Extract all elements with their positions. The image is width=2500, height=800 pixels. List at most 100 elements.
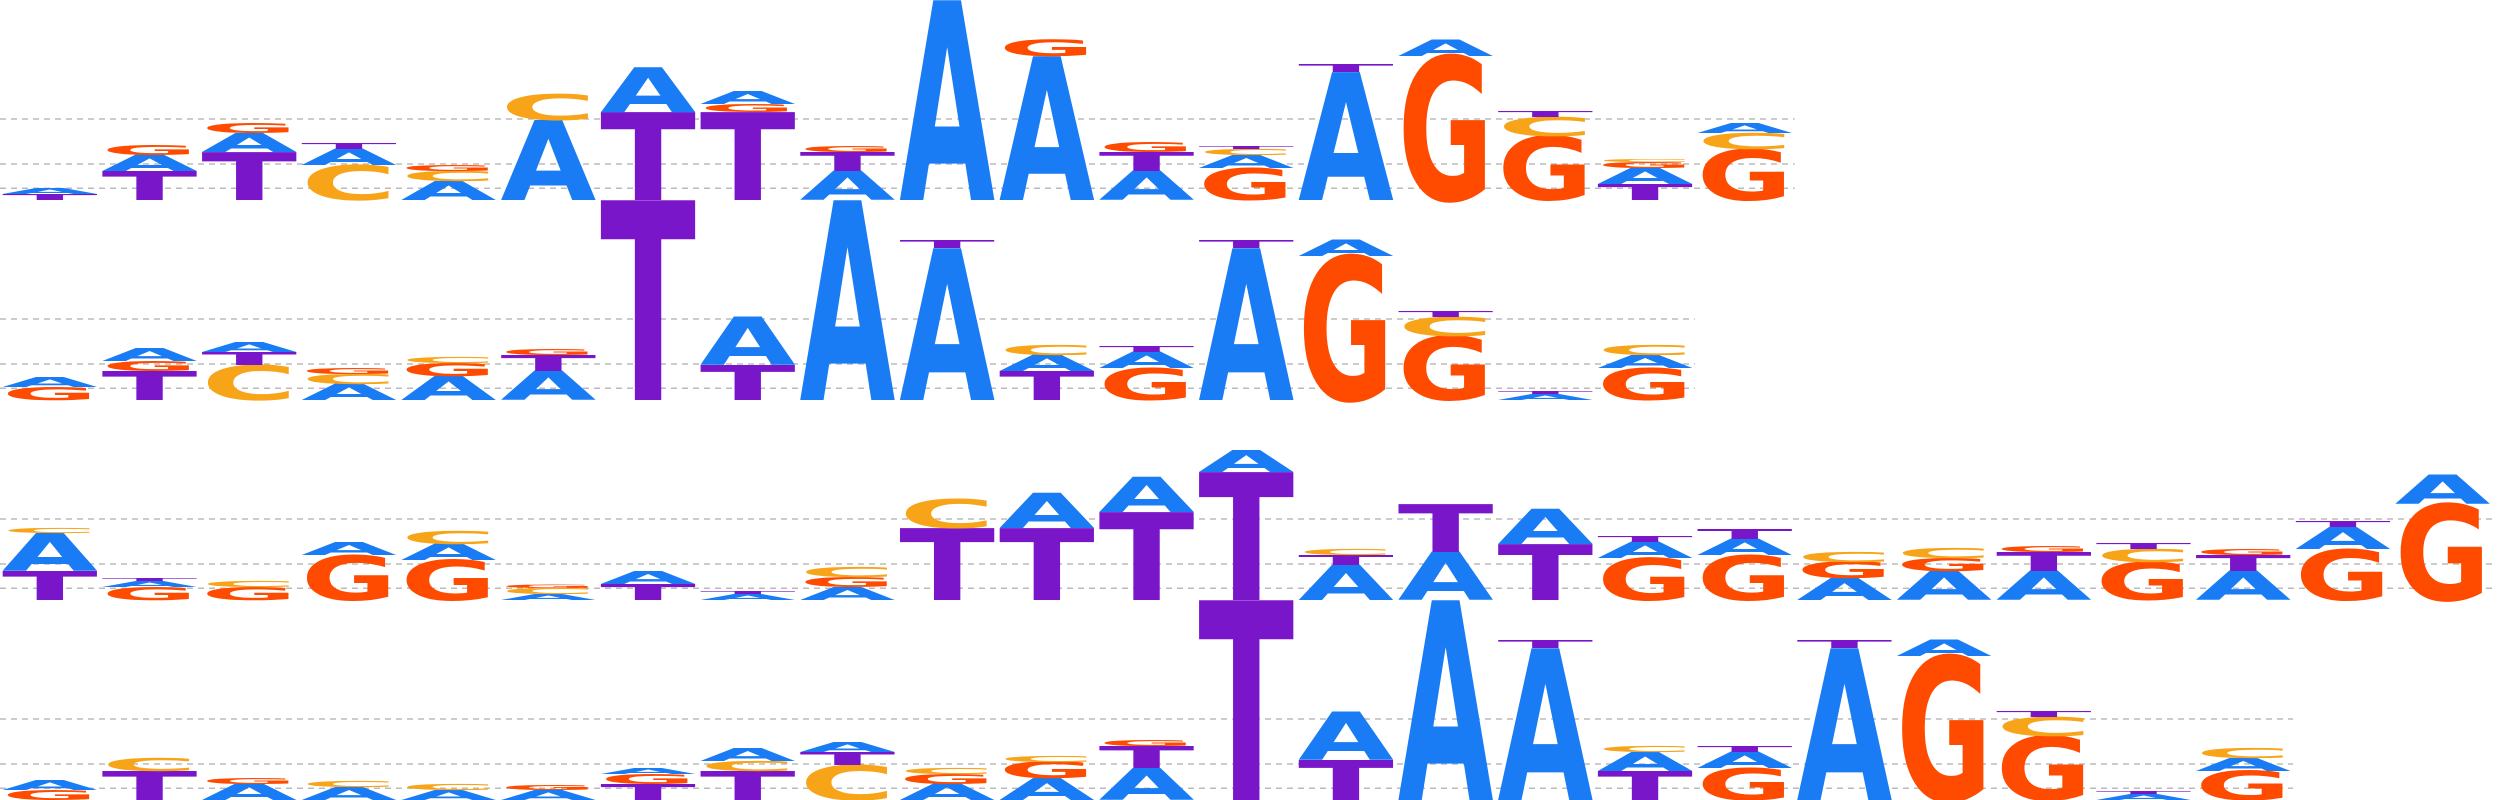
- logo-letter: A: [1797, 606, 1893, 800]
- logo-letter: T: [2, 192, 98, 202]
- logo-letter: A: [501, 787, 597, 800]
- logo-letter: A: [401, 176, 497, 206]
- logo-letter: C: [1198, 147, 1294, 157]
- logo-letter: A: [1896, 563, 1992, 609]
- logo-letter: C: [999, 754, 1095, 764]
- logo-letter: C: [899, 491, 995, 537]
- logo-letter: A: [501, 99, 597, 226]
- logo-letter: T: [1597, 534, 1693, 544]
- logo-letter: C: [800, 756, 896, 800]
- logo-letter: T: [600, 89, 696, 229]
- logo-letter: G: [1398, 320, 1494, 422]
- logo-letter: C: [2, 527, 98, 535]
- logo-letter: A: [1697, 748, 1793, 773]
- logo-letter: A: [1597, 538, 1693, 563]
- logo-letter: G: [1996, 720, 2092, 800]
- logo-letter: G: [1697, 136, 1793, 217]
- logo-letter: T: [2295, 519, 2391, 529]
- logo-letter: A: [1198, 206, 1294, 449]
- logo-letter: C: [1996, 712, 2092, 742]
- logo-letter: A: [1896, 636, 1992, 661]
- logo-letter: G: [2195, 763, 2291, 800]
- logo-letter: T: [999, 363, 1095, 409]
- logo-letter: G: [2, 383, 98, 404]
- logo-letter: T: [2, 563, 98, 609]
- logo-letter: C: [2096, 545, 2192, 566]
- logo-letter: A: [800, 583, 896, 604]
- logo-letter: A: [1398, 546, 1494, 800]
- logo-letter: T: [600, 780, 696, 800]
- logo-letter: C: [301, 779, 397, 789]
- logo-letter: T: [800, 147, 896, 177]
- logo-letter: G: [1797, 558, 1893, 583]
- logo-letter: T: [1099, 489, 1195, 629]
- logo-letter: C: [1597, 744, 1693, 754]
- logo-letter: T: [999, 510, 1095, 624]
- logo-letter: A: [1099, 760, 1195, 800]
- logo-letter: T: [1099, 740, 1195, 775]
- logo-letter: A: [1298, 38, 1394, 242]
- logo-letter: G: [201, 583, 297, 604]
- logo-letter: G: [501, 784, 597, 792]
- logo-letter: A: [1597, 747, 1693, 777]
- logo-letter: T: [2195, 551, 2291, 576]
- logo-letter: G: [899, 771, 995, 787]
- logo-letter: G: [102, 583, 198, 604]
- logo-letter: C: [2195, 745, 2291, 761]
- logo-letter: T: [899, 510, 995, 624]
- logo-letter: C: [401, 782, 497, 792]
- logo-letter: A: [401, 787, 497, 800]
- logo-letter: T: [1099, 147, 1195, 177]
- logo-letter: G: [1597, 547, 1693, 614]
- logo-letter: G: [1298, 217, 1394, 447]
- logo-letter: G: [1896, 617, 1992, 800]
- logo-letter: A: [800, 146, 896, 465]
- logo-letter: T: [301, 141, 397, 151]
- logo-letter: A: [600, 567, 696, 588]
- logo-letter: T: [102, 163, 198, 209]
- logo-letter: A: [800, 163, 896, 209]
- logo-letter: G: [2395, 478, 2491, 631]
- logo-letter: A: [1498, 606, 1594, 800]
- logo-letter: A: [700, 87, 796, 108]
- logo-letter: T: [1398, 309, 1494, 319]
- logo-letter: T: [1198, 238, 1295, 251]
- logo-letter: T: [1996, 547, 2092, 577]
- logo-letter: A: [401, 370, 497, 408]
- logo-letter: T: [1298, 750, 1394, 800]
- logo-letter: T: [700, 89, 796, 229]
- logo-letter: T: [501, 351, 597, 376]
- logo-letter: G: [800, 144, 896, 154]
- logo-letter: T: [1498, 390, 1594, 395]
- logo-letter: T: [2096, 790, 2192, 795]
- logo-letter: T: [102, 363, 198, 409]
- logo-letter: T: [1797, 638, 1894, 651]
- logo-letter: T: [1498, 638, 1595, 651]
- logo-letter: A: [800, 739, 896, 755]
- logo-letter: A: [1298, 556, 1394, 612]
- logo-letter: G: [102, 142, 198, 158]
- logo-letter: G: [201, 120, 297, 136]
- logo-letter: A: [2096, 792, 2192, 800]
- logo-letter: A: [700, 744, 796, 765]
- logo-letter: G: [1099, 139, 1195, 155]
- logo-letter: G: [301, 366, 397, 376]
- logo-letter: A: [1697, 120, 1793, 136]
- logo-letter: A: [700, 592, 796, 602]
- logo-letter: T: [1198, 145, 1294, 150]
- logo-letter: T: [1697, 526, 1793, 542]
- logo-letter: T: [1198, 546, 1294, 800]
- logo-letter: C: [1597, 342, 1693, 358]
- logo-letter: A: [1498, 392, 1594, 402]
- logo-letter: T: [1298, 552, 1394, 568]
- logo-letter: C: [899, 766, 995, 776]
- logo-letter: A: [700, 304, 796, 381]
- logo-letter: G: [301, 543, 397, 615]
- logo-letter: G: [401, 163, 497, 173]
- logo-letter: A: [1198, 444, 1294, 479]
- logo-letter: A: [2, 777, 98, 793]
- logo-letter: T: [700, 590, 796, 595]
- logo-letter: G: [1099, 360, 1195, 411]
- logo-letter: A: [999, 772, 1095, 800]
- logo-letter: G: [2096, 552, 2192, 613]
